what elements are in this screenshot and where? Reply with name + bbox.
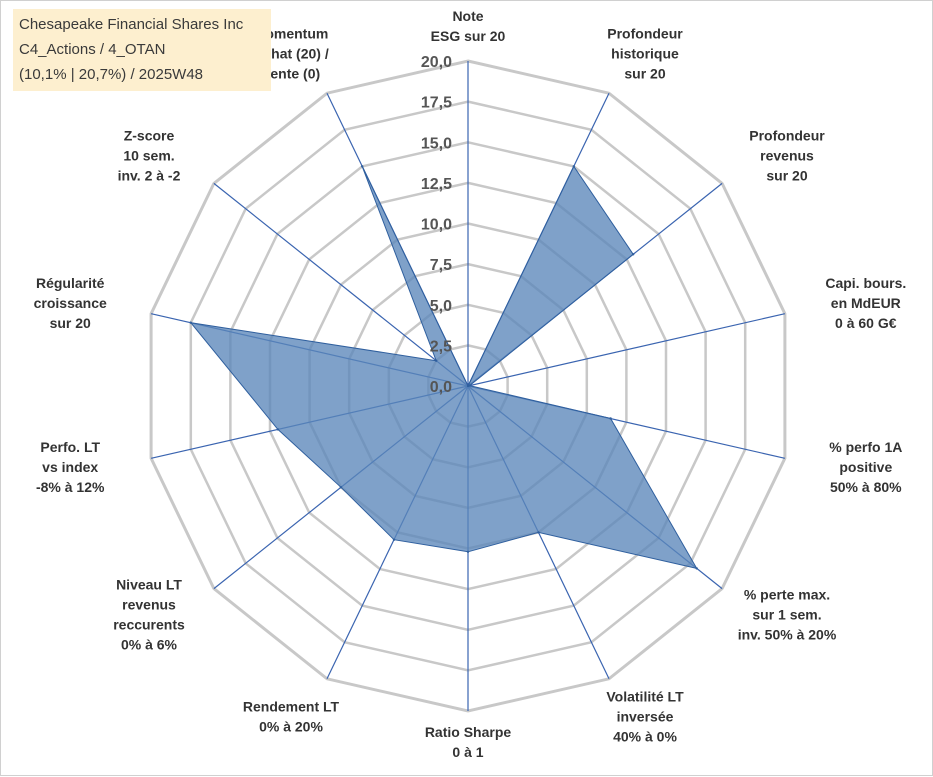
tick-label: 20,0 — [421, 54, 452, 71]
axis-label: Rendement LT 0% à 20% — [243, 699, 340, 735]
title-stats: (10,1% | 20,7%) / 2025W48 — [19, 66, 203, 83]
data-point — [392, 538, 396, 541]
spoke-line — [467, 313, 786, 387]
axis-label: % perfo 1A positive 50% à 80% — [829, 439, 902, 495]
axis-label: Volatilité LT inversée 40% à 0% — [606, 689, 684, 745]
series-layer — [189, 165, 698, 570]
chart-title-box: Chesapeake Financial Shares Inc C4_Actio… — [13, 9, 271, 91]
data-point — [339, 486, 343, 489]
data-point — [468, 384, 471, 387]
data-point — [537, 531, 540, 534]
axis-label: Régularité croissance sur 20 — [34, 275, 107, 331]
axis-label: Niveau LT revenus reccurents 0% à 6% — [113, 576, 185, 652]
tick-label: 7,5 — [430, 257, 452, 274]
tick-label: 10,0 — [421, 217, 452, 234]
axis-label: Profondeur historique sur 20 — [607, 25, 683, 81]
data-point — [435, 359, 438, 362]
label-layer: Note ESG sur 20 Profondeur historique sur 20… — [34, 8, 907, 760]
data-point — [609, 417, 612, 420]
tick-label: 12,5 — [421, 176, 452, 193]
tick-label: 17,5 — [421, 95, 452, 112]
axis-label: Perfo. LT vs index -8% à 12% — [36, 439, 105, 495]
tick-label: 0,0 — [430, 379, 452, 396]
axis-label: % perte max. sur 1 sem. inv. 50% à 20% — [738, 586, 837, 642]
data-point — [189, 321, 192, 324]
data-point — [361, 165, 364, 168]
data-point — [572, 165, 575, 168]
tick-label: 2,5 — [430, 338, 452, 355]
data-point — [466, 550, 470, 553]
data-point — [276, 428, 280, 431]
axis-label: Momentum Achat (20) / Vente (0) — [253, 25, 329, 81]
tick-layer: 0,0 2,5 5,0 7,5 10,0 12,5 15,0 17,5 20,0 — [421, 54, 452, 396]
axis-label: Note ESG sur 20 — [431, 8, 506, 44]
data-point — [632, 253, 635, 256]
spoke-line — [213, 182, 469, 387]
title-company: Chesapeake Financial Shares Inc — [19, 16, 244, 33]
tick-label: 15,0 — [421, 135, 452, 152]
axis-label: Z-score 10 sem. inv. 2 à -2 — [118, 128, 181, 184]
axis-label: Profondeur revenus sur 20 — [749, 128, 825, 184]
axis-label: Ratio Sharpe 0 à 1 — [425, 724, 512, 760]
tick-label: 5,0 — [430, 298, 452, 315]
title-category: C4_Actions / 4_OTAN — [19, 41, 166, 58]
data-point — [695, 567, 698, 570]
axis-label: Capi. bours. en MdEUR 0 à 60 G€ — [825, 275, 906, 331]
